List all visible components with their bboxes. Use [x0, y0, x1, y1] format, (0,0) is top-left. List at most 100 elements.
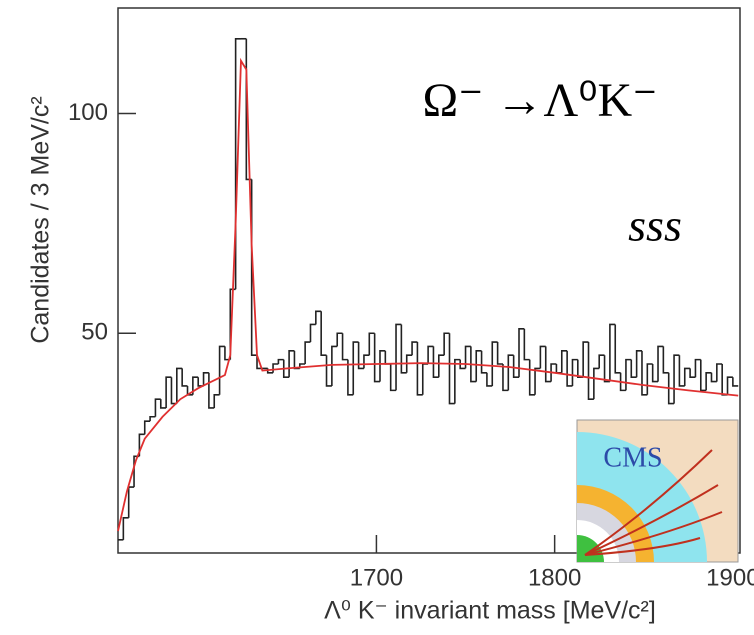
histogram-bin: [438, 354, 445, 378]
logo-tracker: [577, 535, 604, 562]
logo-tracks: [584, 449, 723, 556]
histogram-bin: [159, 399, 167, 409]
histogram-bin: [218, 345, 225, 395]
histogram-bin: [373, 333, 380, 383]
histogram-bin: [539, 345, 546, 369]
histogram-bin: [582, 341, 589, 378]
histogram-bin: [603, 355, 610, 383]
histogram-bin: [352, 341, 359, 395]
histogram-bin: [705, 371, 712, 391]
histogram-bin: [277, 358, 284, 365]
x-tick-label: 1900: [706, 564, 754, 591]
fit-curve: [117, 57, 739, 532]
histogram-bin: [716, 363, 723, 382]
histogram-bin: [502, 364, 509, 392]
cms-logo: CMS: [576, 419, 739, 563]
histogram-bin: [726, 376, 733, 395]
histogram-bin: [122, 517, 129, 540]
histogram-bin: [416, 342, 423, 396]
histogram-bin: [507, 354, 514, 391]
histogram-bin: [550, 363, 557, 382]
histogram-bin: [619, 372, 626, 392]
histogram-bin: [587, 342, 594, 400]
histogram-bin: [560, 350, 568, 373]
histogram-bin: [625, 358, 632, 391]
histogram-bin: [678, 355, 685, 387]
histogram-bin: [614, 324, 621, 374]
histogram-bin: [454, 358, 461, 404]
histogram-bin: [443, 332, 450, 356]
histogram-bin: [411, 341, 418, 356]
x-tick-label: 1800: [528, 564, 581, 591]
histogram-bin: [662, 346, 669, 374]
histogram-bin: [657, 345, 664, 382]
histogram-bin: [496, 342, 503, 365]
histogram-bin: [635, 350, 642, 378]
histogram-bin: [208, 372, 215, 409]
histogram-bin: [464, 345, 471, 369]
histogram-bin: [202, 371, 209, 386]
histogram-bin: [518, 328, 525, 378]
histogram-bin: [341, 333, 348, 361]
histogram-bin: [598, 354, 605, 369]
histogram-bin: [282, 359, 290, 378]
histogram-bin: [512, 355, 520, 378]
histogram-bin: [544, 346, 552, 383]
quark-annotation: sss: [628, 200, 682, 251]
histogram-bin: [176, 367, 183, 404]
histogram-bin: [683, 367, 691, 386]
histogram-bin: [673, 354, 680, 404]
histogram-bin: [699, 359, 707, 392]
histogram-bin: [427, 345, 434, 365]
histogram-bin: [432, 346, 439, 378]
y-tick-label: 100: [68, 99, 108, 126]
histogram-bin: [192, 376, 199, 395]
histogram-bin: [667, 372, 675, 405]
histogram-bin: [154, 398, 161, 417]
histogram-bin: [689, 368, 696, 378]
histogram-bin: [304, 341, 311, 365]
histogram-bin: [315, 310, 322, 325]
histogram-bin: [256, 355, 263, 370]
x-tick-label: 1700: [350, 564, 403, 591]
histogram-bin: [480, 350, 487, 374]
logo-text: CMS: [603, 442, 662, 473]
histogram-bin: [320, 311, 327, 357]
histogram-bin: [149, 415, 156, 422]
histogram-bin: [165, 376, 172, 408]
histogram-bin: [331, 345, 338, 386]
histogram-bin: [357, 342, 364, 370]
histogram-bin: [400, 324, 407, 374]
histogram-bin: [571, 358, 578, 386]
histogram-bin: [566, 350, 573, 387]
histogram-bin: [470, 346, 477, 383]
histogram-bin: [379, 350, 386, 382]
histogram-bin: [593, 367, 600, 400]
histogram-bin: [646, 363, 653, 395]
histogram-bin: [491, 341, 498, 386]
histogram-bin: [138, 433, 145, 457]
histogram-bin: [732, 377, 739, 387]
histogram-bin: [143, 420, 151, 435]
histogram-bin: [528, 359, 536, 396]
histogram-bin: [347, 359, 354, 396]
histogram-bin: [181, 368, 188, 387]
decay-annotation: Ω⁻ →Λ⁰K⁻: [422, 74, 657, 127]
histogram-bin: [475, 350, 482, 382]
histogram-bin: [534, 367, 541, 395]
histogram-bin: [459, 359, 466, 370]
plot: 50 100 1700 1800 1900 Λ⁰ K⁻ invariant mass [M…: [27, 7, 754, 625]
histogram-bin: [213, 393, 220, 408]
histogram-bin: [309, 323, 316, 343]
histogram-bin: [523, 328, 530, 361]
histogram-bin: [448, 333, 455, 405]
histogram-bin: [389, 364, 397, 392]
histogram-bin: [694, 358, 701, 378]
histogram-bin: [405, 354, 413, 373]
x-axis-label: Λ⁰ K⁻ invariant mass [MeV/c²]: [324, 597, 656, 625]
histogram-bin: [368, 332, 375, 356]
histogram-bin: [641, 350, 648, 396]
histogram-bin: [710, 372, 717, 383]
histogram-bin: [486, 372, 493, 387]
